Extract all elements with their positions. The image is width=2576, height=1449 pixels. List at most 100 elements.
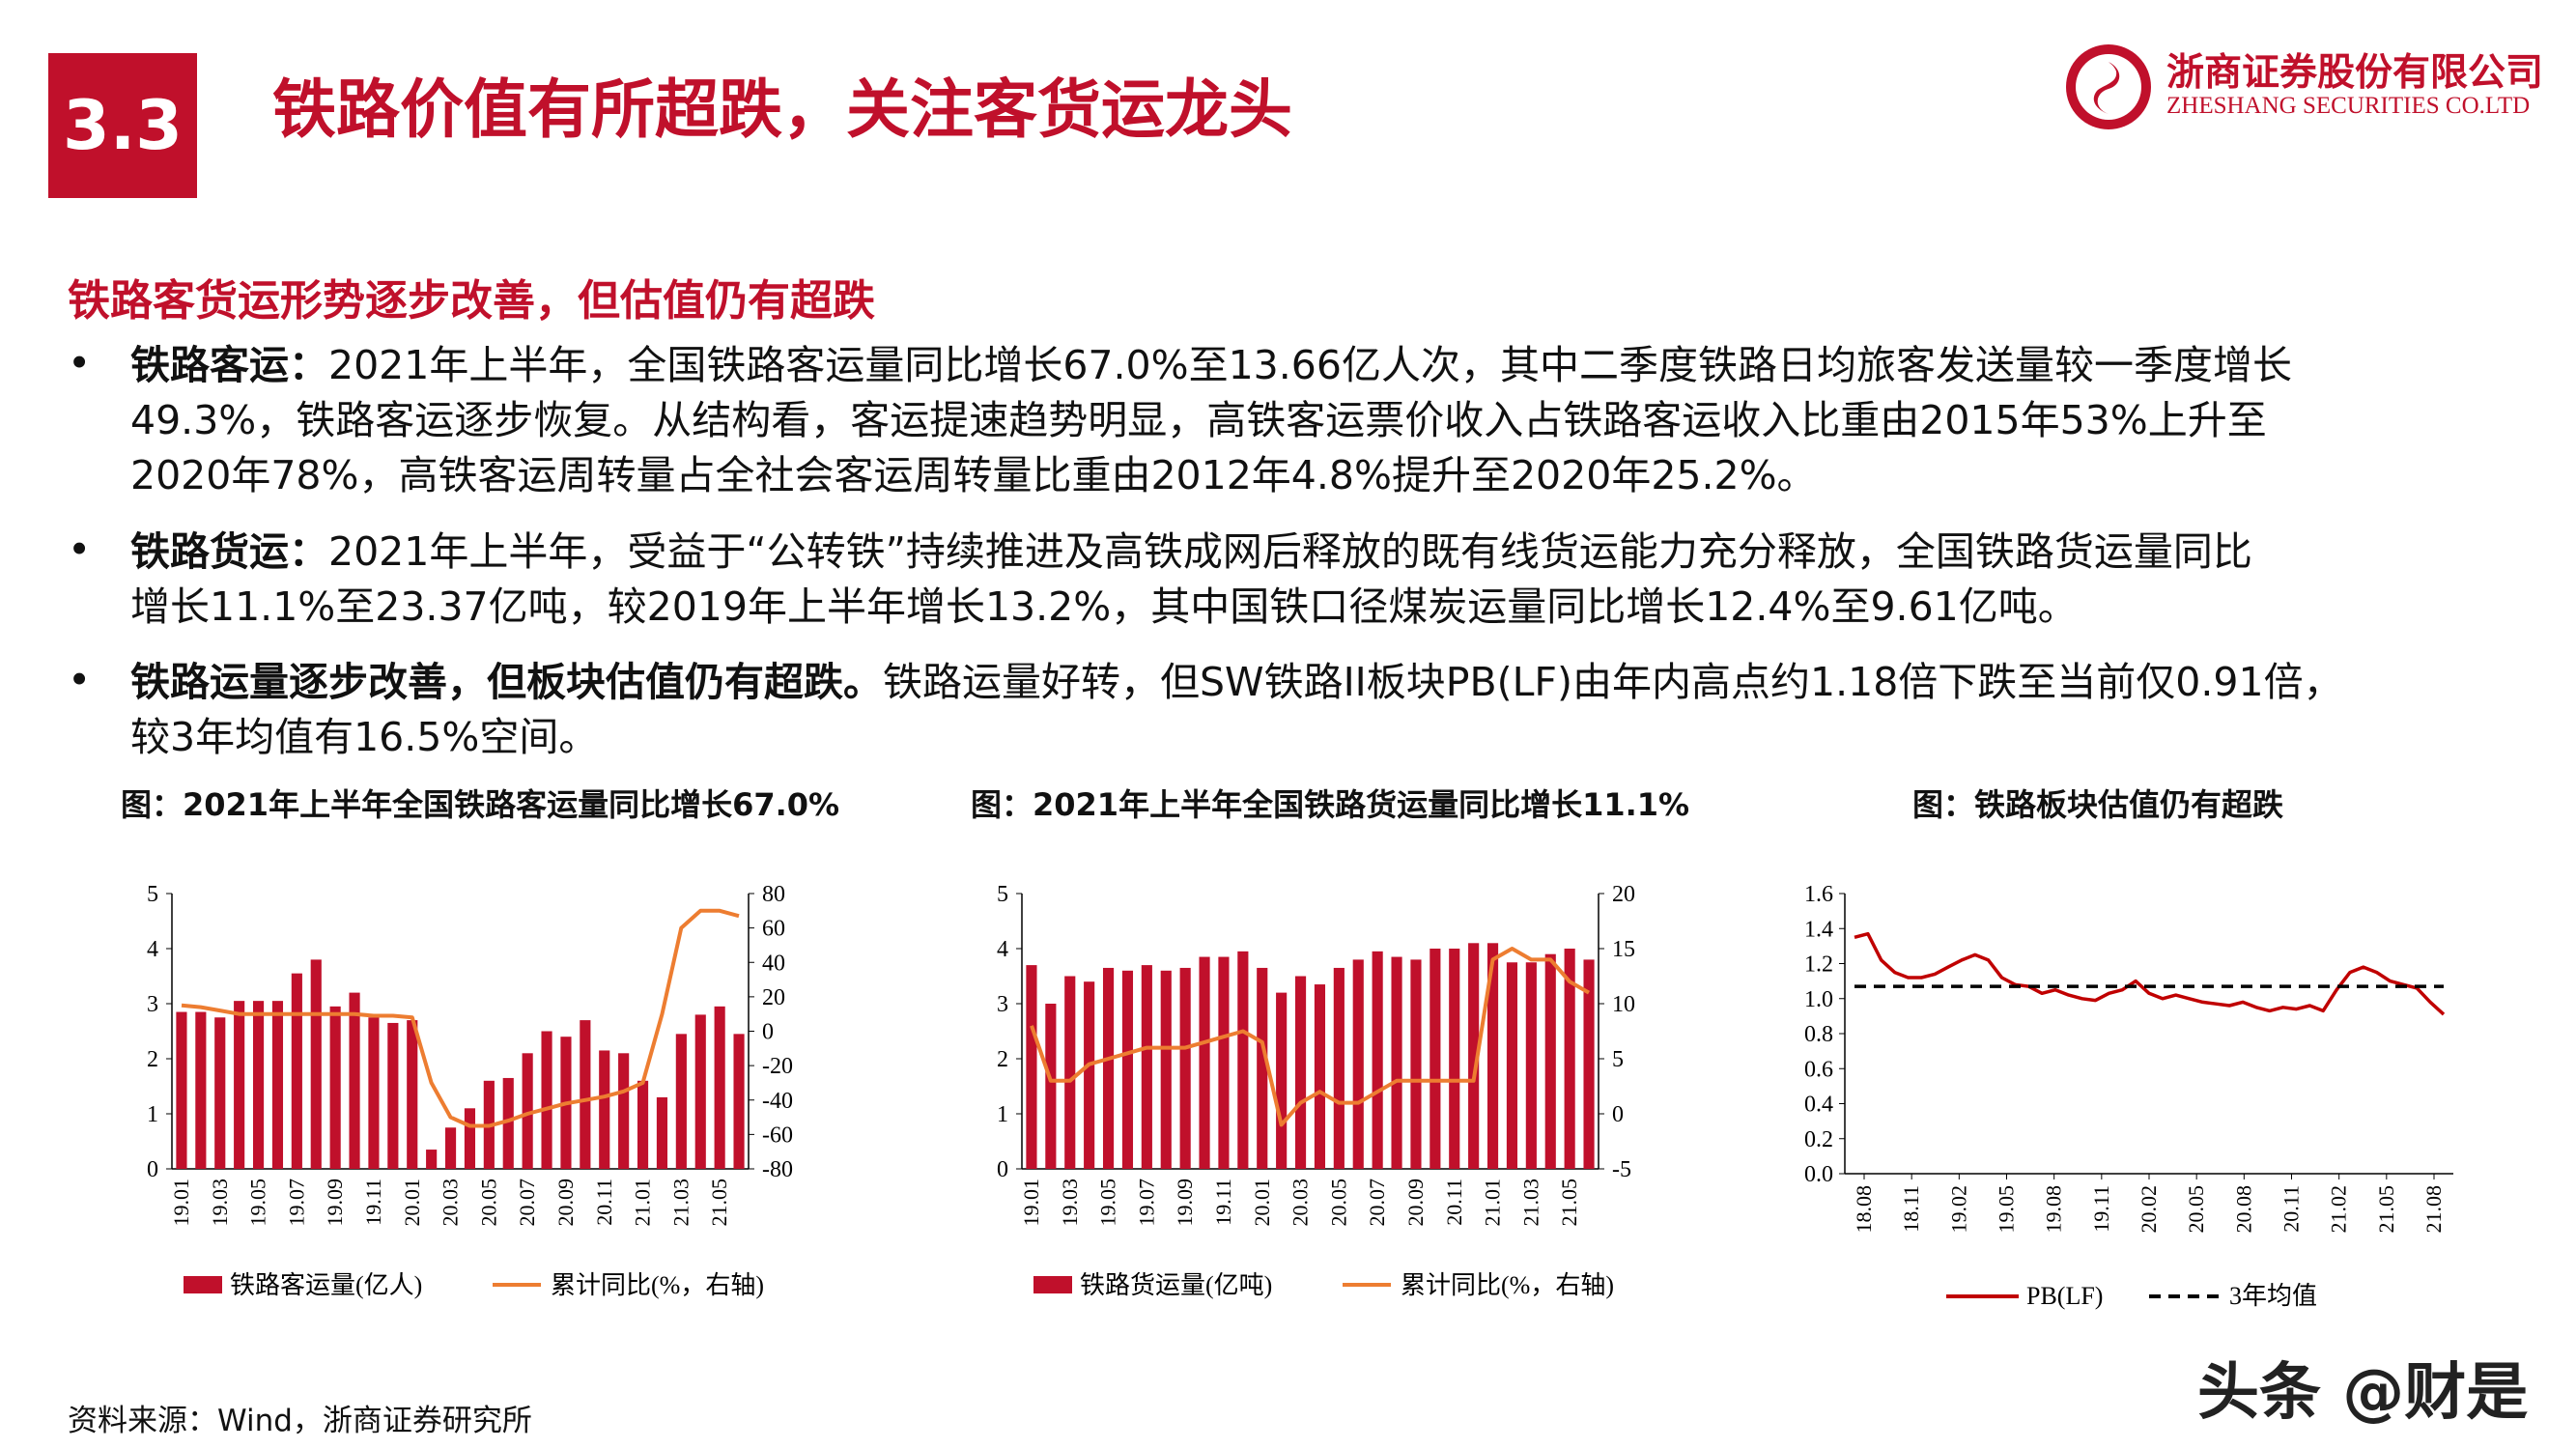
x-tick-label: 20.03 <box>1288 1179 1313 1227</box>
y-tick-label-right: -60 <box>762 1122 793 1148</box>
y-tick-label-left: 2 <box>147 1047 158 1072</box>
subheading: 铁路客货运形势逐步改善，但估值仍有超跌 <box>68 276 875 326</box>
bar <box>176 1011 187 1169</box>
y-tick-label: 0.6 <box>1804 1057 1833 1082</box>
y-tick-label-left: 4 <box>147 937 158 962</box>
bar <box>1506 962 1518 1169</box>
x-tick-label: 19.05 <box>246 1179 270 1227</box>
x-tick-label: 21.05 <box>2374 1185 2398 1234</box>
x-tick-label: 21.08 <box>2421 1185 2446 1234</box>
x-tick-label: 19.07 <box>1134 1179 1158 1227</box>
section-number-badge: 3.3 <box>48 53 197 198</box>
bar <box>1372 951 1383 1169</box>
y-tick-label: 1.0 <box>1804 987 1833 1012</box>
y-tick-label-right: 20 <box>762 985 785 1010</box>
x-tick-label: 20.02 <box>2137 1185 2161 1234</box>
chart-title-passenger: 图：2021年上半年全国铁路客运量同比增长67.0% <box>121 786 840 823</box>
x-tick-label: 21.01 <box>631 1179 655 1227</box>
x-tick-label: 20.11 <box>2279 1185 2304 1233</box>
y-tick-label-left: 5 <box>997 882 1008 907</box>
x-tick-label: 19.11 <box>361 1179 385 1226</box>
bar <box>1102 967 1115 1169</box>
company-logo-icon <box>2066 44 2151 129</box>
x-tick-label: 20.07 <box>1365 1179 1389 1227</box>
y-tick-label-left: 0 <box>147 1157 158 1182</box>
x-tick-label: 21.05 <box>707 1179 731 1227</box>
bullet-label: 铁路运量逐步改善，但板块估值仍有超跌。 <box>130 659 883 705</box>
bar <box>637 1080 649 1169</box>
y-tick-label-right: 10 <box>1612 992 1635 1017</box>
x-tick-label: 19.07 <box>284 1179 308 1227</box>
x-tick-label: 18.11 <box>1899 1185 1923 1233</box>
bar <box>1544 953 1556 1169</box>
bar <box>1179 967 1191 1169</box>
y-tick-label: 1.6 <box>1804 882 1833 907</box>
bar <box>1430 949 1441 1169</box>
y-tick-label-right: 40 <box>762 951 785 976</box>
y-tick-label-right: 0 <box>1612 1102 1624 1127</box>
bar <box>1352 959 1364 1169</box>
bar <box>329 1006 341 1169</box>
y-tick-label-right: -20 <box>762 1054 793 1079</box>
bar <box>1468 943 1480 1169</box>
bar <box>1141 965 1152 1169</box>
x-tick-label: 20.03 <box>439 1179 463 1227</box>
bar <box>1314 984 1326 1169</box>
y-tick-label-right: 0 <box>762 1020 774 1045</box>
series-line-pb <box>1854 931 2446 1016</box>
bar <box>1564 949 1575 1169</box>
x-tick-label: 19.09 <box>323 1179 347 1227</box>
bar <box>656 1096 668 1169</box>
bar <box>599 1050 610 1169</box>
y-tick-label-right: -40 <box>762 1089 793 1114</box>
bar <box>541 1031 552 1169</box>
y-tick-label-left: 3 <box>997 992 1008 1017</box>
chart-title-valuation: 图：铁路板块估值仍有超跌 <box>1912 786 2284 823</box>
valuation-pb-chart: 0.0 0.2 0.4 0.6 0.8 1.0 1.2 1.4 1.6 18.08 18.11 19.… <box>1804 882 2453 1310</box>
watermark: 头条 @财是 <box>2197 1357 2529 1429</box>
y-tick-label-left: 1 <box>147 1102 158 1127</box>
bar <box>694 1014 706 1169</box>
y-tick-label: 1.4 <box>1804 917 1833 942</box>
y-tick-label-right: 20 <box>1612 882 1635 907</box>
series-line-yoy <box>1030 947 1590 1127</box>
y-tick-label-right: 80 <box>762 882 785 907</box>
y-tick-label: 0.8 <box>1804 1022 1833 1047</box>
logo-english-name: ZHESHANG SECURITIES CO.LTD <box>2166 93 2531 119</box>
x-tick-label: 19.02 <box>1946 1185 1970 1234</box>
x-tick-label: 20.09 <box>553 1179 578 1227</box>
bar <box>387 1022 399 1169</box>
legend-label-bar: 铁路货运量(亿吨) <box>1080 1271 1272 1299</box>
x-tick-label: 20.11 <box>592 1179 616 1226</box>
bar <box>464 1108 476 1169</box>
legend-label-average: 3年均值 <box>2229 1282 2317 1310</box>
x-tick-label: 19.03 <box>1058 1179 1082 1227</box>
y-tick-label-right: 15 <box>1612 937 1635 962</box>
bar <box>426 1150 438 1169</box>
bullet-freight: 铁路货运：2021年上半年，受益于“公转铁”持续推进及高铁成网后释放的既有线货运… <box>130 525 2516 635</box>
x-tick-label: 21.03 <box>668 1179 693 1227</box>
x-tick-label: 18.08 <box>1852 1185 1876 1234</box>
bullet-valuation: 铁路运量逐步改善，但板块估值仍有超跌。铁路运量好转，但SW铁路II板块PB(LF… <box>130 655 2516 765</box>
y-tick-label-right: -5 <box>1612 1157 1631 1182</box>
x-tick-label: 21.01 <box>1481 1179 1505 1227</box>
x-tick-label: 20.01 <box>1250 1179 1274 1227</box>
bar <box>1084 981 1095 1169</box>
bullet-label: 铁路货运： <box>130 528 328 575</box>
bar <box>1333 967 1345 1169</box>
y-tick-label-left: 3 <box>147 992 158 1017</box>
passenger-volume-chart: 0 1 2 3 4 5 -80 -60 -40 -20 0 20 40 60 80 19.01 19.03 19.… <box>147 882 793 1299</box>
y-tick-label: 0.0 <box>1804 1162 1833 1187</box>
bullet-line: 增长11.1%至23.37亿吨，较2019年上半年增长13.2%，其中国铁口径煤… <box>130 583 2078 630</box>
company-logo: 浙商证券股份有限公司 ZHESHANG SECURITIES CO.LTD <box>2062 39 2545 135</box>
bullet-line: 铁路运量好转，但SW铁路II板块PB(LF)由年内高点约1.18倍下跌至当前仅0… <box>883 659 2343 705</box>
bar <box>407 1020 418 1169</box>
x-tick-label: 21.05 <box>1557 1179 1581 1227</box>
x-tick-label: 20.07 <box>515 1179 539 1227</box>
bar <box>502 1077 514 1169</box>
logo-chinese-name: 浙商证券股份有限公司 <box>2166 51 2544 95</box>
bullet-passenger: 铁路客运：2021年上半年，全国铁路客运量同比增长67.0%至13.66亿人次，… <box>130 338 2516 503</box>
y-tick-label-right: 5 <box>1612 1047 1624 1072</box>
bar <box>1160 970 1172 1169</box>
legend-label-line: 累计同比(%，右轴) <box>1401 1271 1614 1299</box>
